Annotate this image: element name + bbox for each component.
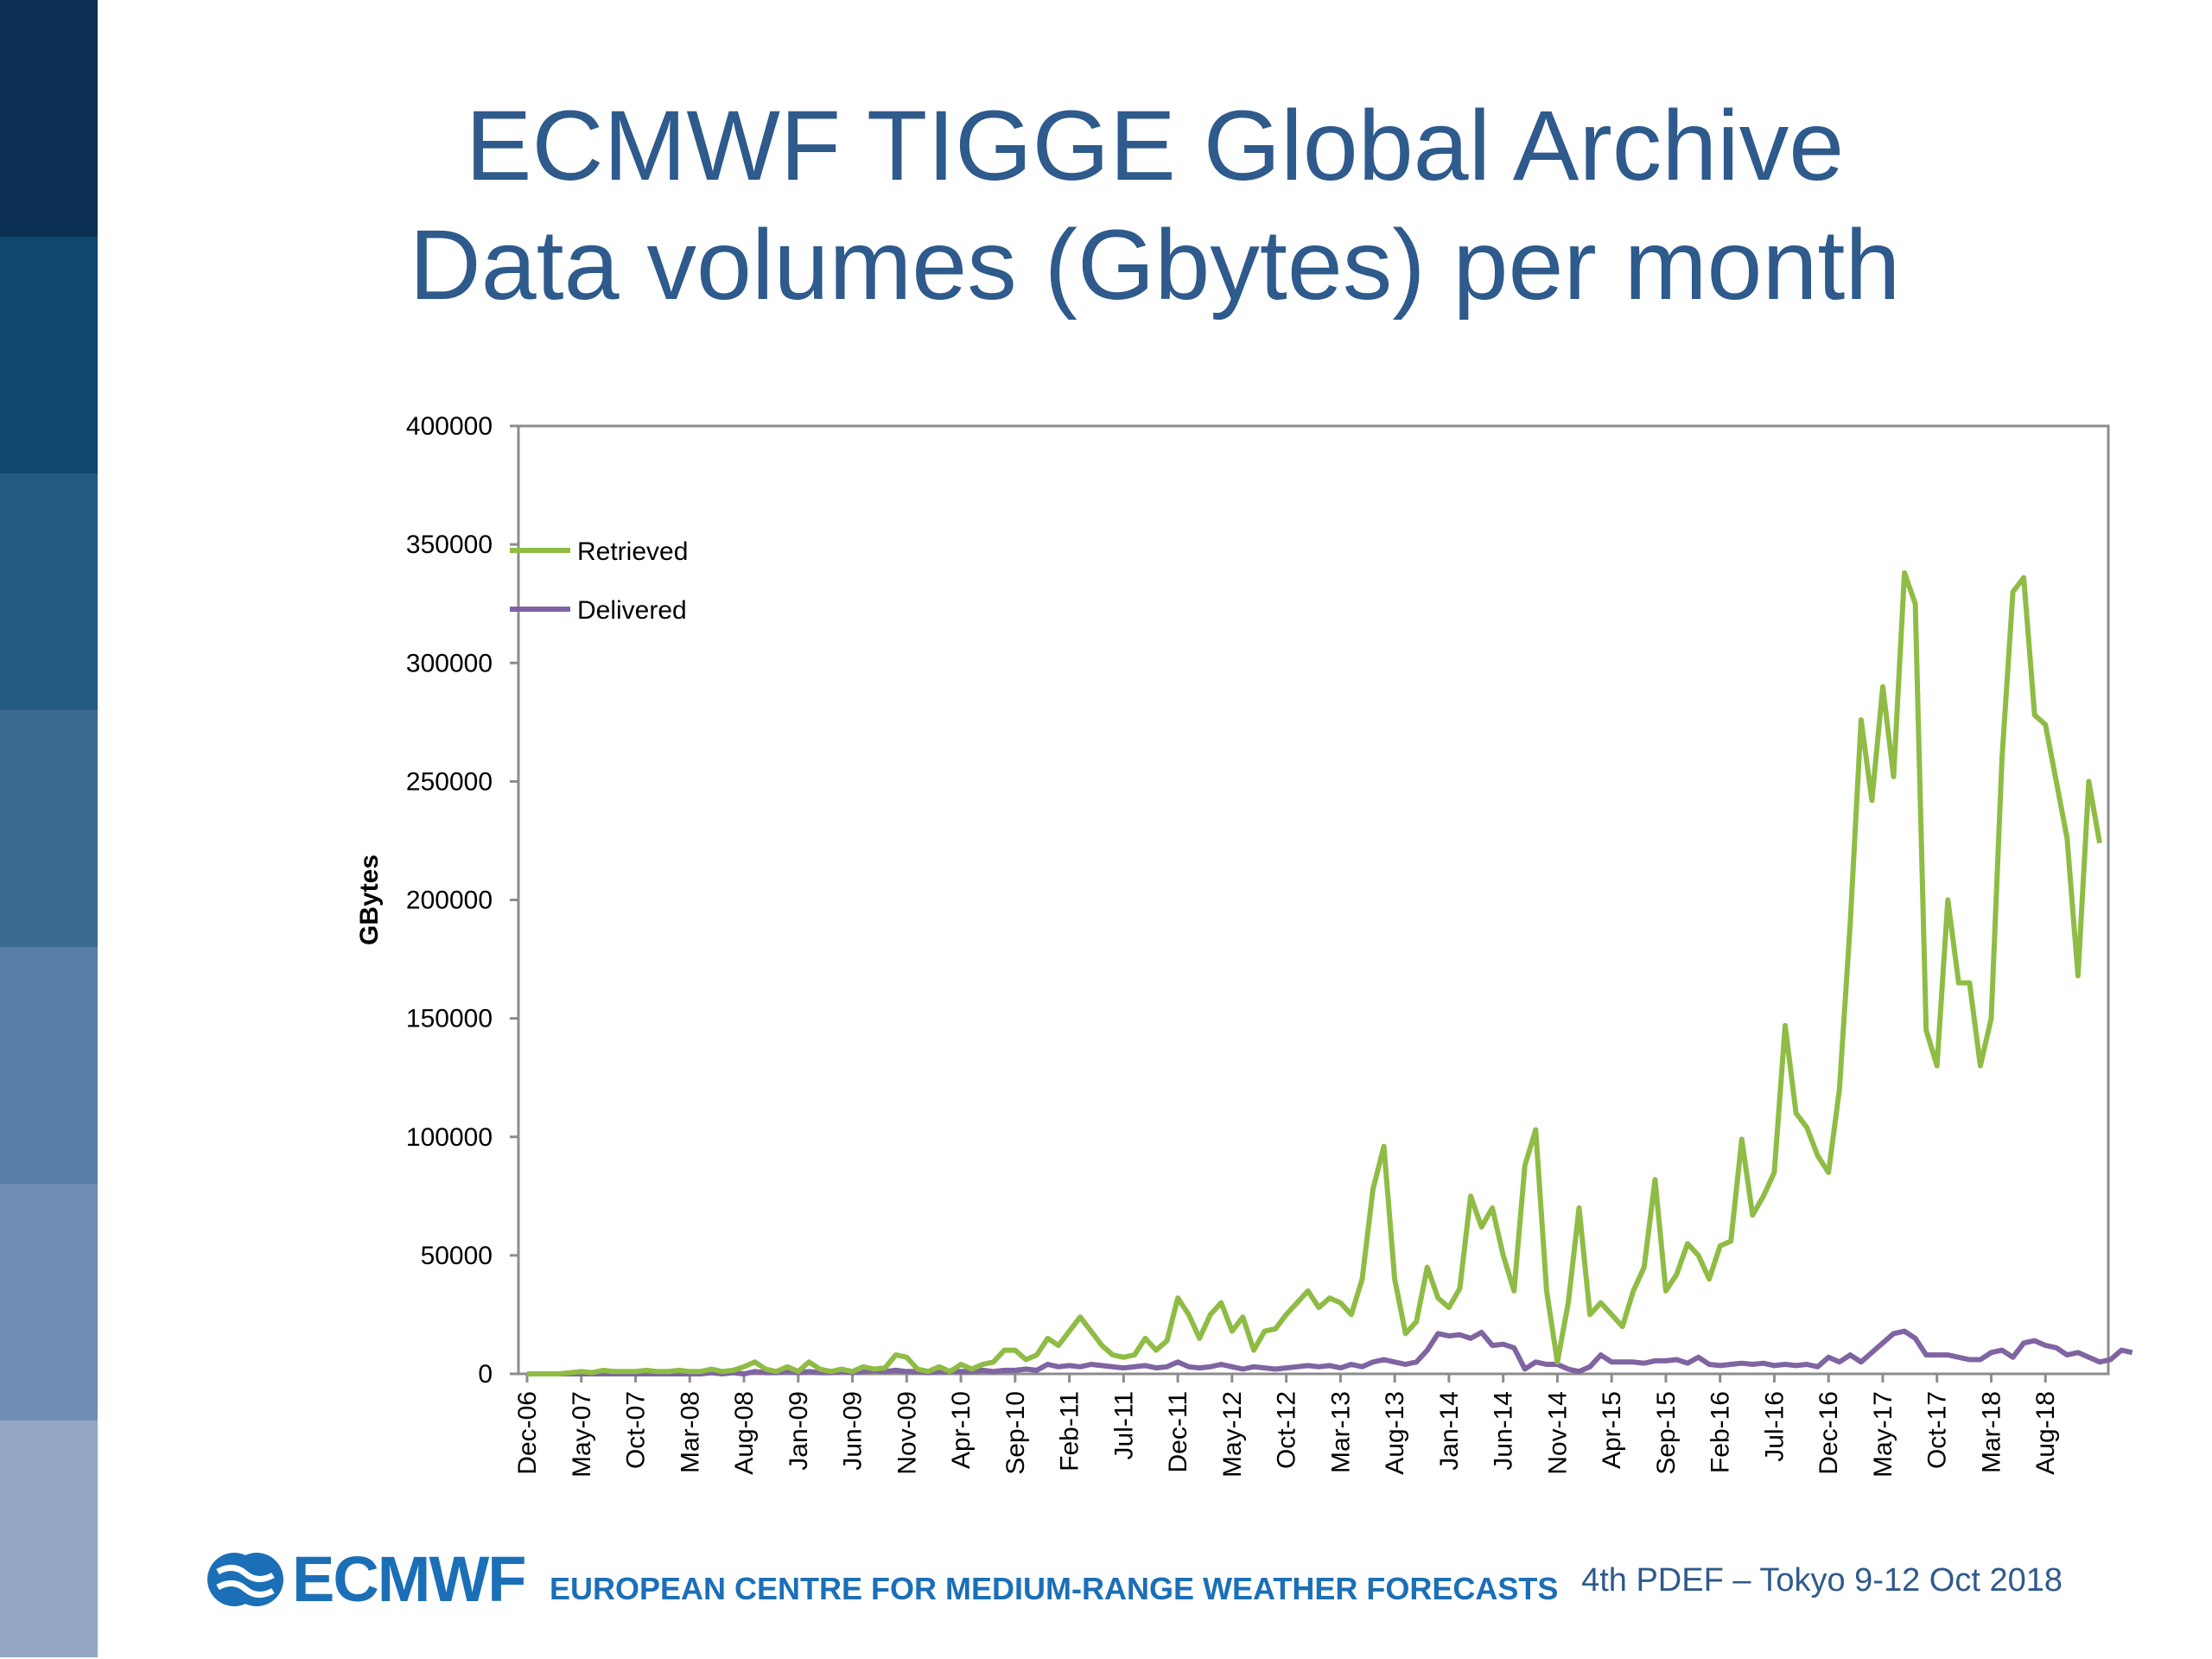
y-tick-label: 0 <box>478 1360 493 1389</box>
x-tick-label: Sep-10 <box>1001 1391 1030 1475</box>
y-tick-label: 250000 <box>406 767 493 796</box>
x-tick-label: Oct-17 <box>1923 1391 1952 1469</box>
x-tick-label: Aug-08 <box>730 1391 759 1475</box>
x-tick-label: Apr-15 <box>1598 1391 1626 1469</box>
y-tick-label: 300000 <box>406 649 493 677</box>
sidebar-band <box>0 237 98 474</box>
y-tick-label: 400000 <box>406 412 493 441</box>
x-tick-label: Mar-08 <box>676 1391 704 1473</box>
x-tick-label: Aug-13 <box>1381 1391 1409 1475</box>
sidebar-band <box>0 0 98 237</box>
legend-label: Retrieved <box>577 537 688 566</box>
y-tick-label: 100000 <box>406 1123 493 1152</box>
x-tick-label: Nov-14 <box>1543 1391 1572 1475</box>
x-tick-label: Aug-18 <box>2031 1391 2060 1475</box>
x-tick-label: May-07 <box>568 1391 596 1478</box>
x-tick-label: Sep-15 <box>1652 1391 1681 1475</box>
y-tick-label: 50000 <box>421 1242 493 1270</box>
x-tick-label: Oct-07 <box>622 1391 651 1469</box>
plot-area-frame <box>517 424 2110 1376</box>
x-tick-label: May-12 <box>1218 1391 1247 1478</box>
sidebar-band <box>0 1184 98 1421</box>
series-line-retrieved <box>527 570 2102 1376</box>
legend-label: Delivered <box>577 596 687 625</box>
x-tick-label: Jun-09 <box>839 1391 868 1471</box>
x-tick-label: Jan-14 <box>1435 1391 1464 1471</box>
x-tick-label: Oct-12 <box>1273 1391 1301 1469</box>
x-tick-label: Jun-14 <box>1490 1391 1518 1471</box>
sidebar-band <box>0 474 98 710</box>
title-line-2: Data volumes (Gbytes) per month <box>409 210 1901 321</box>
x-tick-label: Apr-10 <box>947 1391 976 1469</box>
sidebar-band <box>0 947 98 1184</box>
x-tick-label: Feb-11 <box>1056 1391 1084 1471</box>
x-tick-label: Jul-11 <box>1109 1391 1138 1459</box>
sidebar-band <box>0 710 98 947</box>
y-tick-label: 350000 <box>406 531 493 559</box>
sidebar-band <box>0 1421 98 1657</box>
y-tick-label: 200000 <box>406 887 493 915</box>
x-tick-label: Feb-16 <box>1707 1391 1735 1473</box>
x-tick-label: Mar-18 <box>1977 1391 2005 1473</box>
title-line-1: ECMWF TIGGE Global Archive <box>465 91 1845 201</box>
x-tick-label: Dec-06 <box>513 1391 542 1475</box>
x-tick-label: Dec-16 <box>1815 1391 1843 1475</box>
x-tick-label: Dec-11 <box>1164 1391 1192 1472</box>
sidebar-color-bands <box>0 0 98 1659</box>
y-axis-label: GBytes <box>355 855 384 945</box>
x-tick-label: May-17 <box>1869 1391 1897 1478</box>
y-tick-label: 150000 <box>406 1005 493 1033</box>
x-tick-label: Mar-13 <box>1326 1391 1355 1473</box>
x-tick-label: Jan-09 <box>785 1391 813 1471</box>
x-tick-label: Nov-09 <box>893 1391 921 1475</box>
x-tick-label: Jul-16 <box>1760 1391 1789 1462</box>
slide-title: ECMWF TIGGE Global Archive Data volumes … <box>98 86 2212 325</box>
